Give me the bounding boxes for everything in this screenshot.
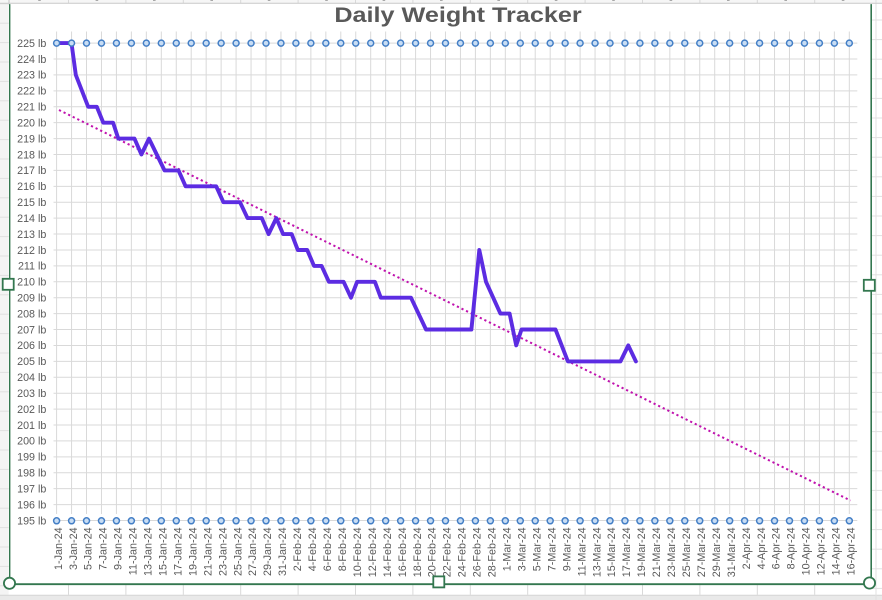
- svg-text:17-Jan-24: 17-Jan-24: [173, 527, 185, 576]
- svg-text:2-Apr-24: 2-Apr-24: [741, 527, 753, 569]
- svg-text:27-Mar-24: 27-Mar-24: [696, 527, 708, 577]
- svg-text:18-Feb-24: 18-Feb-24: [412, 527, 424, 577]
- svg-text:19-Jan-24: 19-Jan-24: [187, 527, 199, 576]
- svg-text:10-Apr-24: 10-Apr-24: [801, 527, 813, 575]
- svg-text:25-Mar-24: 25-Mar-24: [681, 527, 693, 577]
- svg-text:8-Feb-24: 8-Feb-24: [337, 527, 349, 571]
- svg-text:208 lb: 208 lb: [17, 308, 46, 320]
- svg-text:21-Jan-24: 21-Jan-24: [202, 527, 214, 576]
- svg-text:5-Jan-24: 5-Jan-24: [83, 527, 95, 570]
- svg-text:13-Jan-24: 13-Jan-24: [143, 527, 155, 576]
- svg-text:25-Jan-24: 25-Jan-24: [232, 527, 244, 576]
- svg-text:14-Apr-24: 14-Apr-24: [831, 527, 843, 575]
- svg-text:1-Jan-24: 1-Jan-24: [53, 527, 65, 570]
- svg-text:31-Mar-24: 31-Mar-24: [726, 527, 738, 577]
- svg-text:211 lb: 211 lb: [18, 261, 46, 273]
- svg-text:23-Mar-24: 23-Mar-24: [666, 527, 678, 577]
- svg-text:24-Feb-24: 24-Feb-24: [457, 527, 469, 577]
- svg-text:199 lb: 199 lb: [17, 452, 46, 464]
- svg-text:31-Jan-24: 31-Jan-24: [277, 527, 289, 576]
- svg-text:26-Feb-24: 26-Feb-24: [472, 527, 484, 577]
- svg-text:216 lb: 216 lb: [17, 181, 46, 193]
- svg-text:204 lb: 204 lb: [17, 372, 46, 384]
- svg-text:9-Mar-24: 9-Mar-24: [561, 527, 573, 571]
- svg-text:6-Feb-24: 6-Feb-24: [322, 527, 334, 571]
- svg-text:29-Mar-24: 29-Mar-24: [711, 527, 723, 577]
- svg-text:4-Feb-24: 4-Feb-24: [307, 527, 319, 571]
- svg-text:1-Mar-24: 1-Mar-24: [502, 527, 514, 571]
- svg-text:16-Apr-24: 16-Apr-24: [846, 527, 858, 575]
- svg-text:198 lb: 198 lb: [17, 468, 46, 480]
- svg-text:225 lb: 225 lb: [17, 38, 46, 50]
- svg-text:11-Jan-24: 11-Jan-24: [128, 527, 140, 575]
- svg-text:21-Mar-24: 21-Mar-24: [651, 527, 663, 577]
- svg-text:2-Feb-24: 2-Feb-24: [292, 527, 304, 571]
- svg-text:205 lb: 205 lb: [17, 356, 46, 368]
- svg-text:203 lb: 203 lb: [17, 388, 46, 400]
- svg-text:10-Feb-24: 10-Feb-24: [352, 527, 364, 577]
- svg-text:16-Feb-24: 16-Feb-24: [397, 527, 409, 577]
- svg-text:17-Mar-24: 17-Mar-24: [621, 527, 633, 577]
- svg-text:202 lb: 202 lb: [17, 404, 46, 416]
- svg-text:23-Jan-24: 23-Jan-24: [217, 527, 229, 576]
- svg-text:12-Feb-24: 12-Feb-24: [367, 527, 379, 577]
- svg-text:22-Feb-24: 22-Feb-24: [442, 527, 454, 577]
- svg-text:206 lb: 206 lb: [17, 340, 46, 352]
- svg-text:4-Apr-24: 4-Apr-24: [756, 527, 768, 569]
- svg-text:5-Mar-24: 5-Mar-24: [531, 527, 543, 571]
- svg-text:9-Jan-24: 9-Jan-24: [113, 527, 125, 570]
- svg-text:224 lb: 224 lb: [17, 54, 46, 66]
- svg-text:218 lb: 218 lb: [17, 149, 46, 161]
- svg-text:219 lb: 219 lb: [17, 133, 46, 145]
- svg-text:220 lb: 220 lb: [17, 118, 46, 130]
- svg-text:Daily Weight Tracker: Daily Weight Tracker: [334, 3, 581, 27]
- svg-text:209 lb: 209 lb: [17, 293, 46, 305]
- svg-text:196 lb: 196 lb: [17, 499, 46, 511]
- svg-text:19-Mar-24: 19-Mar-24: [636, 527, 648, 577]
- svg-text:7-Mar-24: 7-Mar-24: [546, 527, 558, 571]
- svg-text:207 lb: 207 lb: [17, 324, 46, 336]
- svg-text:3-Mar-24: 3-Mar-24: [517, 527, 529, 571]
- svg-text:29-Jan-24: 29-Jan-24: [262, 527, 274, 576]
- svg-text:14-Feb-24: 14-Feb-24: [382, 527, 394, 577]
- svg-text:11-Mar-24: 11-Mar-24: [576, 527, 588, 576]
- svg-text:217 lb: 217 lb: [17, 165, 46, 177]
- svg-text:7-Jan-24: 7-Jan-24: [98, 527, 110, 570]
- svg-text:221 lb: 221 lb: [17, 102, 46, 114]
- svg-text:215 lb: 215 lb: [17, 197, 46, 209]
- svg-text:20-Feb-24: 20-Feb-24: [427, 527, 439, 577]
- svg-text:197 lb: 197 lb: [17, 484, 46, 496]
- svg-text:6-Apr-24: 6-Apr-24: [771, 527, 783, 569]
- svg-text:213 lb: 213 lb: [17, 229, 46, 241]
- svg-text:222 lb: 222 lb: [17, 86, 46, 98]
- svg-text:12-Apr-24: 12-Apr-24: [816, 527, 828, 575]
- svg-text:13-Mar-24: 13-Mar-24: [591, 527, 603, 577]
- svg-text:15-Mar-24: 15-Mar-24: [606, 527, 618, 577]
- svg-text:8-Apr-24: 8-Apr-24: [786, 527, 798, 569]
- svg-text:210 lb: 210 lb: [17, 277, 46, 289]
- svg-text:223 lb: 223 lb: [17, 70, 46, 82]
- svg-text:15-Jan-24: 15-Jan-24: [158, 527, 170, 576]
- svg-text:3-Jan-24: 3-Jan-24: [68, 527, 80, 570]
- svg-text:27-Jan-24: 27-Jan-24: [247, 527, 259, 576]
- svg-text:212 lb: 212 lb: [17, 245, 46, 257]
- svg-text:201 lb: 201 lb: [17, 420, 46, 432]
- svg-text:214 lb: 214 lb: [17, 213, 46, 225]
- svg-text:195 lb: 195 lb: [17, 515, 46, 527]
- svg-text:200 lb: 200 lb: [17, 436, 46, 448]
- svg-text:28-Feb-24: 28-Feb-24: [487, 527, 499, 577]
